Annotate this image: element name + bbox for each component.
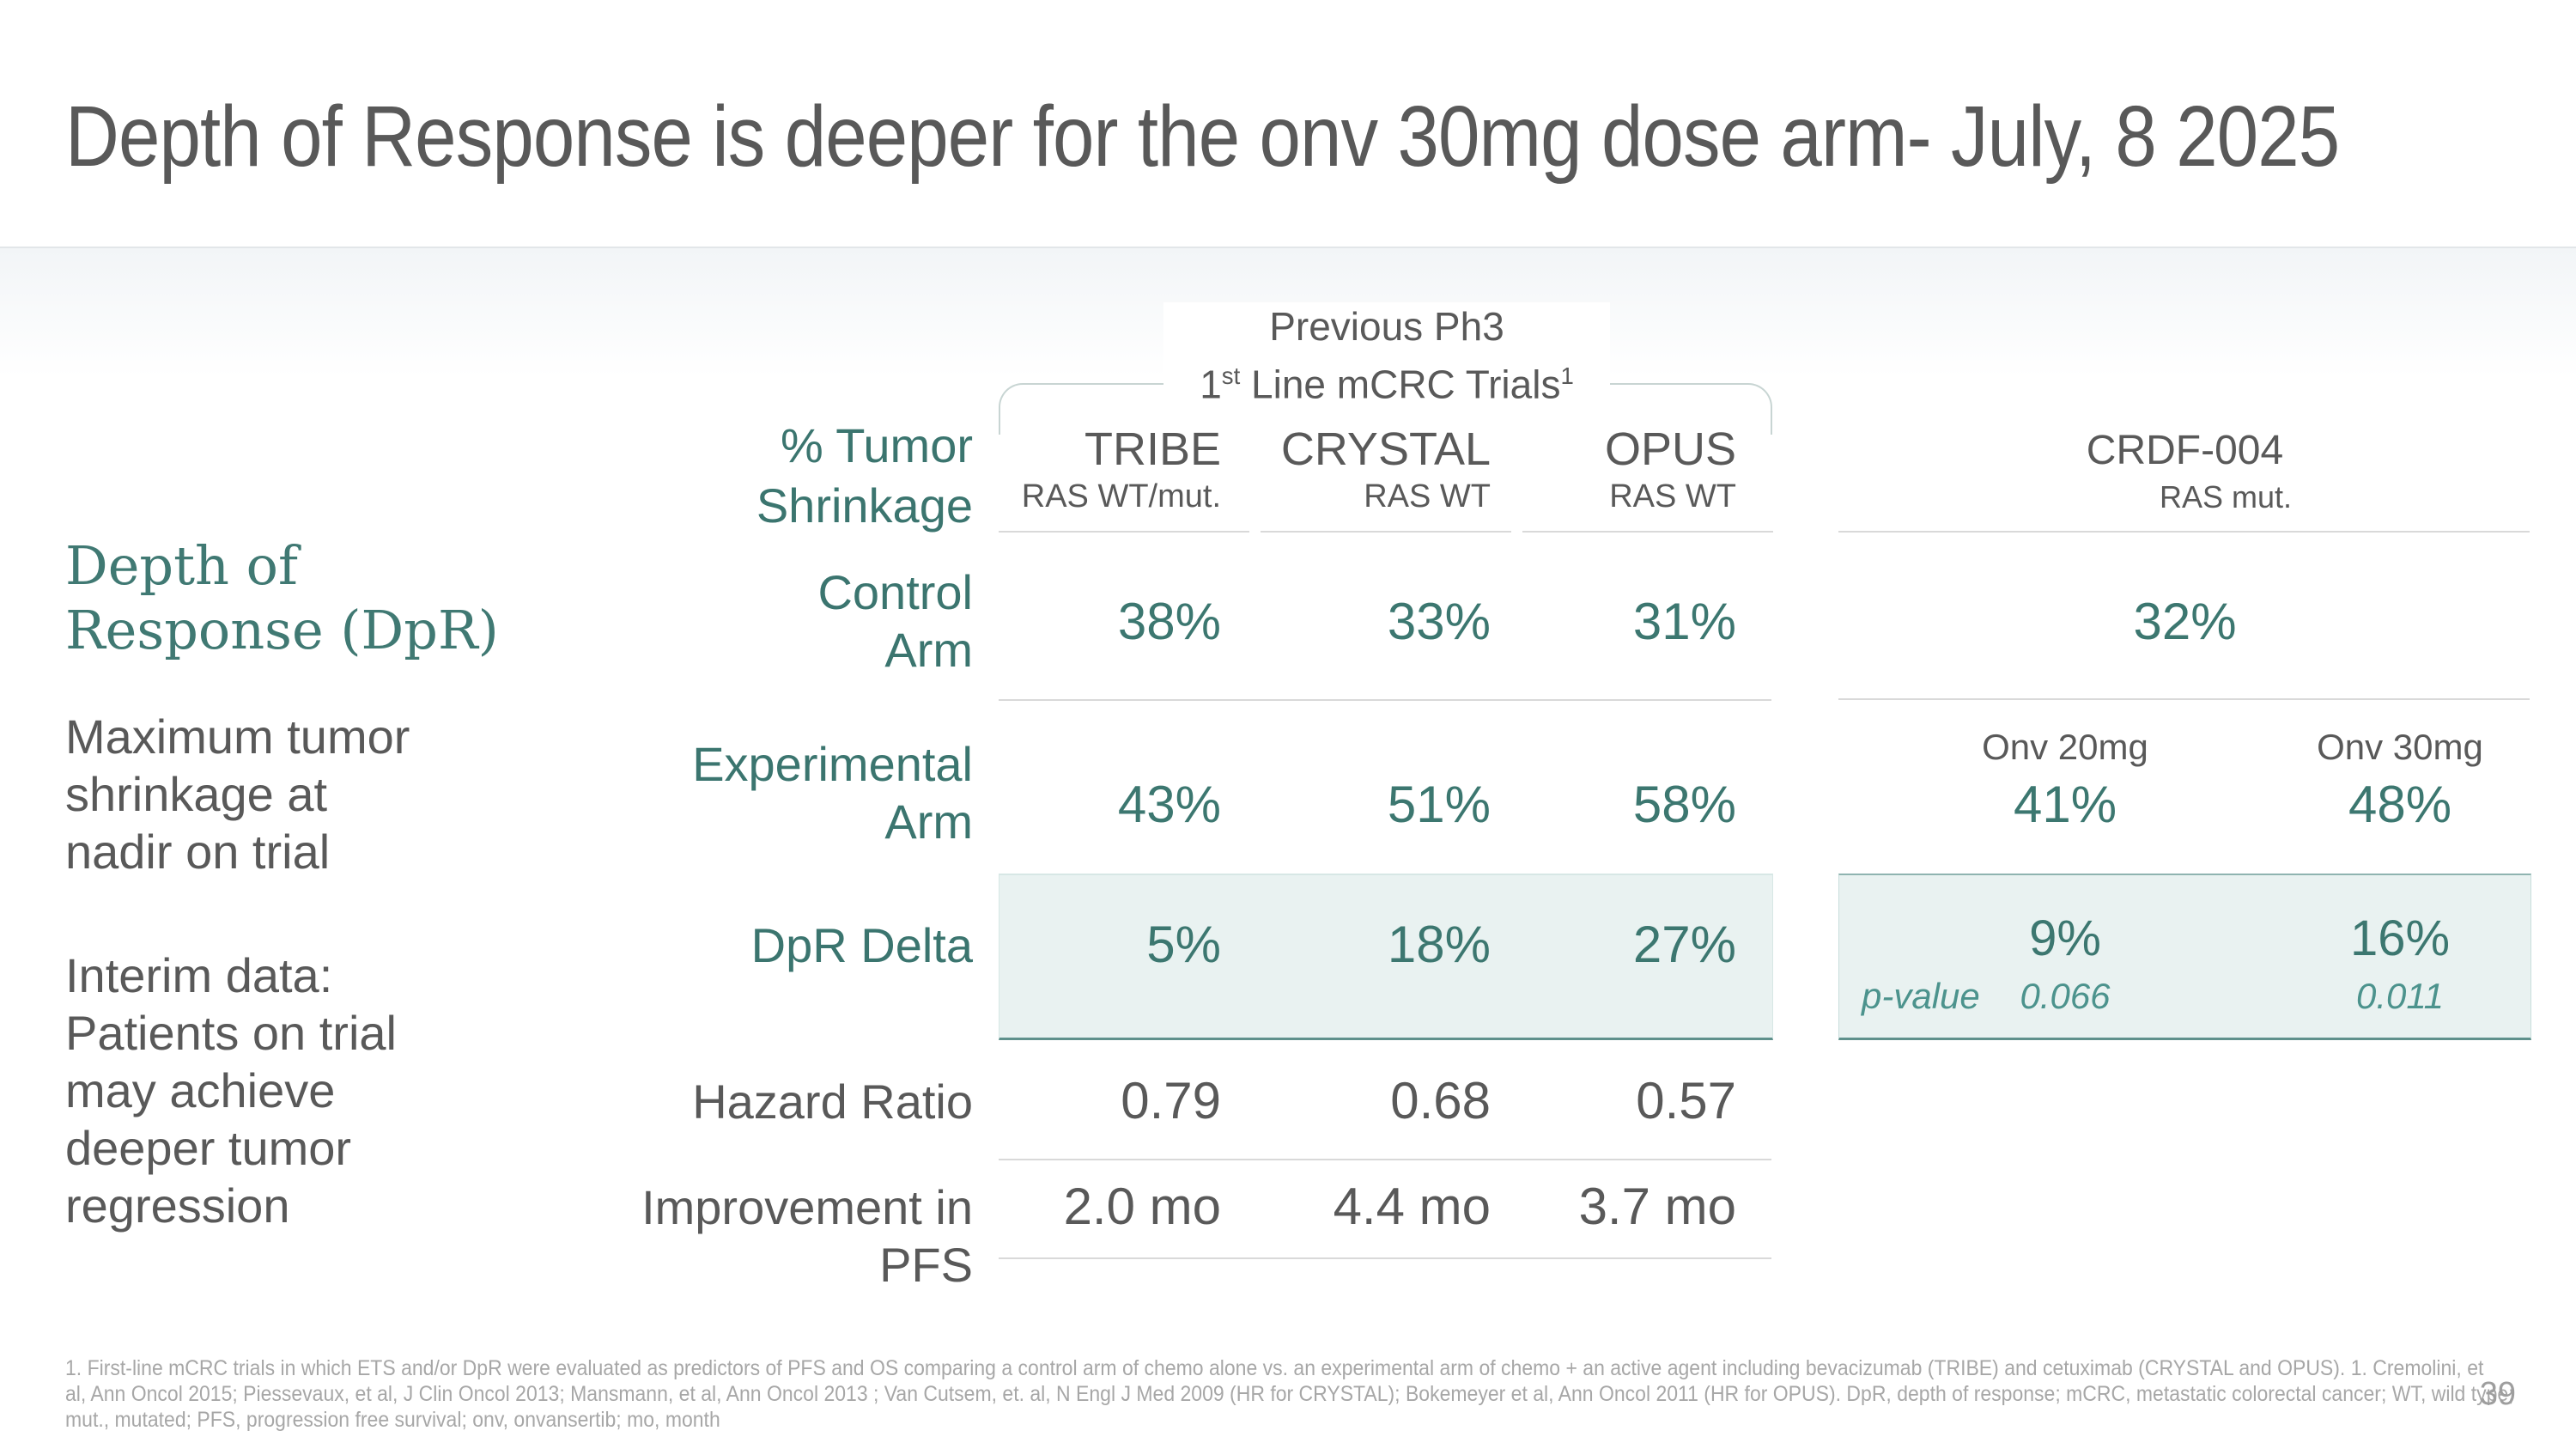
paragraph-line: Maximum tumor <box>65 709 410 764</box>
title-divider <box>0 247 2576 248</box>
header-underline <box>1838 531 2530 533</box>
header-underline <box>1522 531 1773 533</box>
paragraph-line: deeper tumor <box>65 1121 352 1175</box>
column-header-opus: OPUS <box>1604 423 1736 475</box>
footnote-line: mut., mutated; PFS, progression free sur… <box>65 1408 720 1432</box>
row-label-dpr-delta: DpR Delta <box>750 918 973 972</box>
table-cell: 16% <box>2349 910 2451 966</box>
table-cell: 58% <box>1632 776 1736 833</box>
table-cell: 31% <box>1632 593 1736 650</box>
group-header-line1: Previous Ph3 <box>1269 304 1504 349</box>
group-header-text: Line mCRC Trials <box>1240 362 1561 407</box>
corner-label-tumor-shrinkage: % Tumor Shrinkage <box>544 416 973 536</box>
page-number: 39 <box>2479 1376 2516 1412</box>
corner-label-line: Shrinkage <box>756 478 973 533</box>
footnote: 1. First-line mCRC trials in which ETS a… <box>65 1355 2514 1433</box>
column-subtitle-crdf: RAS mut. <box>2159 479 2293 514</box>
column-subtitle-tribe: RAS WT/mut. <box>1021 478 1221 514</box>
section-heading: Depth of Response (DpR) <box>65 533 718 662</box>
left-paragraph-1: Maximum tumor shrinkage at nadir on tria… <box>65 708 615 880</box>
corner-label-line: % Tumor <box>780 418 973 472</box>
section-heading-line: Depth of <box>65 534 298 597</box>
row-label-line: Experimental <box>692 737 973 791</box>
column-header-crdf-004: CRDF-004 <box>2086 428 2284 473</box>
column-subtitle-opus: RAS WT <box>1609 478 1736 514</box>
paragraph-line: shrinkage at <box>65 767 328 821</box>
header-underline <box>1261 531 1511 533</box>
table-cell: 51% <box>1387 776 1491 833</box>
group-header-line2: 1st Line mCRC Trials1 <box>1163 351 1610 409</box>
table-cell: 9% <box>2029 910 2101 966</box>
table-cell: 4.4 mo <box>1333 1178 1491 1235</box>
row-label-hazard-ratio: Hazard Ratio <box>692 1075 973 1129</box>
table-cell: 0.68 <box>1390 1072 1491 1129</box>
table-cell: 18% <box>1387 916 1491 973</box>
ordinal-superscript: st <box>1221 362 1241 389</box>
row-label-line: Arm <box>884 623 973 677</box>
row-label-experimental-arm: Experimental Arm <box>544 735 973 850</box>
table-cell: 32% <box>2133 593 2237 650</box>
crdf-dpr-delta-highlight-band <box>1838 874 2531 1040</box>
trials-group-header: Previous Ph3 1st Line mCRC Trials1 <box>1163 302 1610 410</box>
footnote-line: 1. First-line mCRC trials in which ETS a… <box>65 1356 2484 1380</box>
paragraph-line: nadir on trial <box>65 825 331 879</box>
row-label-line: Control <box>817 565 973 619</box>
slide-title: Depth of Response is deeper for the onv … <box>65 88 2340 185</box>
column-header-tribe: TRIBE <box>1084 423 1221 475</box>
p-value: 0.066 <box>2020 976 2111 1016</box>
row-label-improvement-pfs: Improvement in PFS <box>641 1180 973 1292</box>
column-subtitle-crystal: RAS WT <box>1364 478 1491 514</box>
paragraph-line: Interim data: <box>65 948 333 1002</box>
footnote-line: al, Ann Oncol 2015; Piessevaux, et al, J… <box>65 1382 2514 1406</box>
row-divider <box>999 699 1771 701</box>
row-label-control-arm: Control Arm <box>544 563 973 679</box>
row-divider <box>999 1159 1771 1160</box>
arm-label-onv-30mg: Onv 30mg <box>2317 727 2483 767</box>
p-value-label: p-value <box>1862 976 1980 1016</box>
arm-label-onv-20mg: Onv 20mg <box>1982 727 2148 767</box>
header-underline <box>999 531 1249 533</box>
table-cell: 0.57 <box>1636 1072 1736 1129</box>
paragraph-line: Patients on trial <box>65 1006 397 1060</box>
row-label-line: Arm <box>884 795 973 849</box>
group-header-num: 1 <box>1200 362 1222 407</box>
table-cell: 43% <box>1117 776 1221 833</box>
column-header-crystal: CRYSTAL <box>1280 423 1491 475</box>
footnote-reference-superscript: 1 <box>1560 362 1574 389</box>
row-divider <box>999 1257 1771 1259</box>
dpr-delta-highlight-band <box>999 874 1773 1040</box>
table-cell: 3.7 mo <box>1578 1178 1736 1235</box>
table-cell: 5% <box>1146 916 1221 973</box>
row-divider <box>1838 698 2530 700</box>
table-cell: 27% <box>1632 916 1736 973</box>
section-heading-line: Response (DpR) <box>65 599 499 661</box>
table-cell: 41% <box>2013 776 2117 833</box>
table-cell: 2.0 mo <box>1063 1178 1221 1235</box>
table-cell: 33% <box>1387 593 1491 650</box>
p-value: 0.011 <box>2356 976 2444 1016</box>
table-cell: 48% <box>2348 776 2452 833</box>
paragraph-line: may achieve <box>65 1063 336 1117</box>
paragraph-line: regression <box>65 1178 290 1233</box>
table-cell: 38% <box>1117 593 1221 650</box>
table-cell: 0.79 <box>1121 1072 1221 1129</box>
left-paragraph-2: Interim data: Patients on trial may achi… <box>65 947 615 1234</box>
